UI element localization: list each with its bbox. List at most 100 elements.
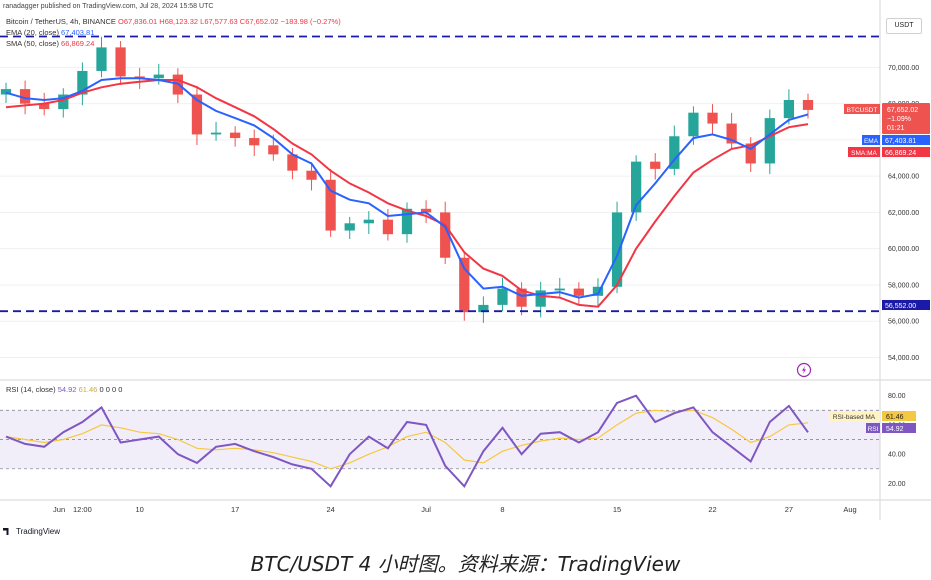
rsi-tag: RSI 54.92 xyxy=(866,423,916,433)
rsi-legend-title: RSI (14, close) xyxy=(6,385,56,394)
figure-caption: BTC/USDT 4 小时图。资料来源：TradingView xyxy=(250,552,681,576)
last-price-value: 67,652.02 xyxy=(887,107,918,114)
sma-tag-label: SMA:MA xyxy=(851,150,877,157)
support-tag: 56,552.00 xyxy=(882,300,930,310)
candle xyxy=(210,132,222,135)
candle xyxy=(478,304,489,313)
candle xyxy=(573,288,584,296)
main-legend-symbol[interactable]: Bitcoin / TetherUS, 4h, BINANCE O67,836.… xyxy=(6,17,341,26)
chart-area: 70,000.0068,000.0066,000.0064,000.0062,0… xyxy=(0,0,931,536)
rsi-legend-extras: 0 0 0 0 xyxy=(99,385,123,394)
rsi-legend-ma-value: 61.46 xyxy=(78,385,98,394)
brand-name: TradingView xyxy=(16,527,61,536)
price-tick-label: 60,000.00 xyxy=(888,246,919,253)
rsi-ma-tag-value: 61.46 xyxy=(886,414,904,421)
price-tick-label: 56,000.00 xyxy=(888,319,919,326)
ema-tag: EMA 67,403.81 xyxy=(862,135,930,145)
symbol-label: BTCUSDT xyxy=(847,107,878,114)
candle xyxy=(726,123,737,144)
candle xyxy=(764,118,775,164)
ema-tag-label: EMA xyxy=(864,138,879,145)
symbol-title: Bitcoin / TetherUS, 4h, BINANCE xyxy=(6,17,116,26)
time-tick-label: 22 xyxy=(708,505,716,514)
sma-tag-value: 66,869.24 xyxy=(885,150,916,157)
sma-line xyxy=(5,79,809,308)
candle xyxy=(707,112,718,124)
price-tick-label: 62,000.00 xyxy=(888,210,919,217)
publish-info: ranadagger published on TradingView.com,… xyxy=(3,3,214,10)
tradingview-logo-icon xyxy=(3,528,9,535)
time-tick-label: 27 xyxy=(785,505,793,514)
candle xyxy=(440,212,451,258)
candle xyxy=(249,138,260,146)
countdown-value: 01:21 xyxy=(887,125,905,132)
tradingview-logo[interactable]: TradingView xyxy=(3,527,60,536)
rsi-tag-label: RSI xyxy=(868,426,879,433)
time-tick-label: 12:00 xyxy=(73,505,92,514)
candle xyxy=(115,47,126,77)
sma-legend-value: 66,869.24 xyxy=(61,39,95,48)
ema-line xyxy=(5,77,809,299)
candle xyxy=(611,212,623,287)
sma-legend-label: SMA (50, close) xyxy=(6,39,59,48)
time-tick-label: 15 xyxy=(613,505,621,514)
candle xyxy=(459,257,470,313)
ema-legend-label: EMA (20, close) xyxy=(6,28,59,37)
candle xyxy=(0,89,12,95)
candle xyxy=(58,94,69,110)
support-tag-value: 56,552.00 xyxy=(885,303,916,310)
sma-tag: SMA:MA 66,869.24 xyxy=(848,147,930,157)
candle xyxy=(268,145,279,155)
candle xyxy=(631,161,642,213)
time-tick-label: Jul xyxy=(421,505,431,514)
time-tick-label: 17 xyxy=(231,505,239,514)
price-tick-label: 70,000.00 xyxy=(888,65,919,72)
rsi-tick-label: 40.00 xyxy=(888,452,906,459)
rsi-tick-label: 80.00 xyxy=(888,393,906,400)
candle xyxy=(96,47,107,71)
candle xyxy=(344,223,355,231)
candle xyxy=(287,154,298,171)
ema-legend[interactable]: EMA (20, close) 67,403.81 xyxy=(6,28,94,37)
currency-unit-button[interactable]: USDT xyxy=(886,18,922,34)
candle xyxy=(19,89,31,104)
rsi-line xyxy=(5,394,809,488)
candle xyxy=(306,170,317,180)
rsi-legend-value: 54.92 xyxy=(57,385,77,394)
candle xyxy=(230,132,241,139)
time-tick-label: 8 xyxy=(500,505,504,514)
rsi-ma-line xyxy=(5,409,809,470)
rsi-legend[interactable]: RSI (14, close) 54.92 61.46 0 0 0 0 xyxy=(6,385,122,394)
candle xyxy=(401,208,413,235)
time-tick-label: 24 xyxy=(326,505,334,514)
candle xyxy=(745,143,756,164)
price-tick-label: 58,000.00 xyxy=(888,282,919,289)
ema-legend-value: 67,403.81 xyxy=(61,28,95,37)
ema-tag-value: 67,403.81 xyxy=(885,138,916,145)
candle xyxy=(191,94,203,135)
candle xyxy=(592,286,604,296)
rsi-ma-tag: RSI-based MA 61.46 xyxy=(829,411,916,421)
price-tick-label: 64,000.00 xyxy=(888,174,919,181)
chart-canvas: 70,000.0068,000.0066,000.0064,000.0062,0… xyxy=(0,0,931,520)
price-tick-label: 54,000.00 xyxy=(888,355,919,362)
candle xyxy=(382,219,394,235)
candle xyxy=(802,99,814,110)
time-tick-label: Jun xyxy=(53,505,65,514)
candle xyxy=(783,99,795,119)
ohlc-values: O67,836.01 H68,123.32 L67,577.63 C67,652… xyxy=(118,17,341,26)
rsi-tick-label: 20.00 xyxy=(888,481,906,488)
last-price-tag: BTCUSDT 67,652.02 −1.09% 01:21 xyxy=(844,103,930,134)
last-change-value: −1.09% xyxy=(887,116,911,123)
candle xyxy=(497,288,508,305)
sma-legend[interactable]: SMA (50, close) 66,869.24 xyxy=(6,39,94,48)
candle xyxy=(535,290,546,307)
candle xyxy=(516,288,527,307)
candle xyxy=(420,208,432,213)
candle xyxy=(554,288,565,291)
lightning-icon[interactable] xyxy=(796,362,812,378)
candle xyxy=(39,103,50,110)
candle xyxy=(669,136,680,169)
candle xyxy=(153,74,164,79)
time-tick-label: Aug xyxy=(843,505,856,514)
